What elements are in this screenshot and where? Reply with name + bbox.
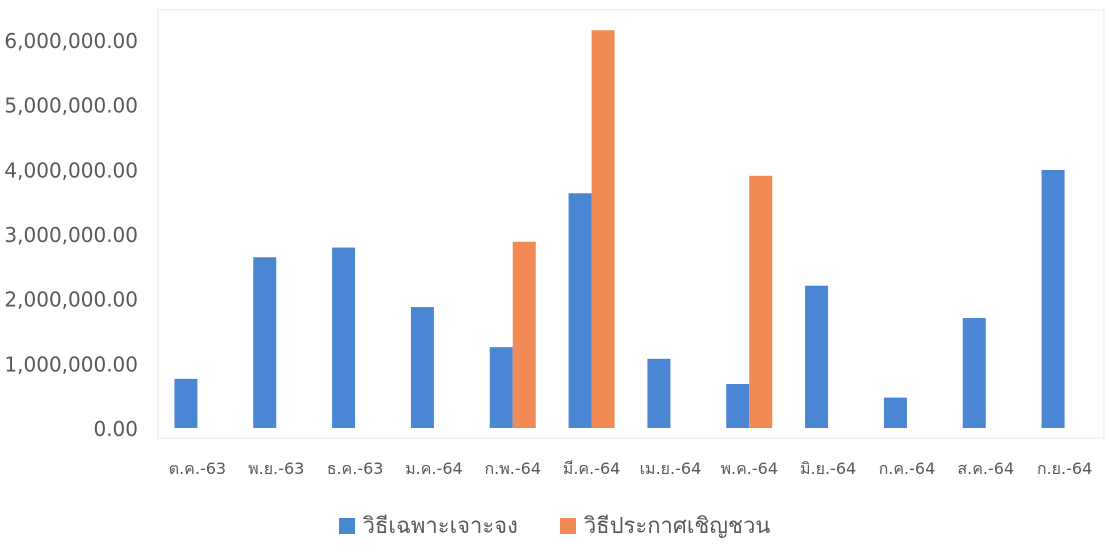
bar-series-1 (490, 347, 513, 428)
bar-series-1 (963, 318, 986, 428)
plot-area-border (158, 10, 1104, 438)
y-axis-ticks: 0.00 1,000,000.00 2,000,000.00 3,000,000.00… (4, 29, 138, 441)
bar-series-2 (592, 30, 615, 428)
bar-series-1 (726, 384, 749, 428)
bar-series-1 (332, 248, 355, 428)
legend-label: วิธีประกาศเชิญชวน (584, 508, 771, 543)
x-tick-label: เม.ย.-64 (640, 459, 702, 478)
bar-series-1 (569, 193, 592, 428)
legend-item-series-1: วิธีเฉพาะเจาะจง (339, 508, 518, 543)
y-tick-label: 3,000,000.00 (4, 223, 138, 247)
legend-swatch (560, 518, 576, 534)
x-tick-label: ก.ค.-64 (879, 459, 936, 478)
legend: วิธีเฉพาะเจาะจง วิธีประกาศเชิญชวน (0, 508, 1109, 543)
bar-series-2 (513, 242, 536, 428)
bar-series-1 (647, 359, 670, 428)
x-tick-label: ม.ค.-64 (405, 459, 463, 478)
y-tick-label: 0.00 (93, 417, 138, 441)
y-tick-label: 6,000,000.00 (4, 29, 138, 53)
y-tick-label: 1,000,000.00 (4, 352, 138, 376)
x-tick-label: ก.พ.-64 (484, 459, 541, 478)
y-tick-label: 5,000,000.00 (4, 94, 138, 118)
bar-chart: 0.00 1,000,000.00 2,000,000.00 3,000,000.00… (0, 0, 1109, 500)
legend-item-series-2: วิธีประกาศเชิญชวน (560, 508, 771, 543)
x-tick-label: มิ.ย.-64 (800, 459, 856, 478)
x-tick-label: ธ.ค.-63 (327, 459, 384, 478)
x-tick-label: ก.ย.-64 (1037, 459, 1092, 478)
bar-series-1 (1042, 170, 1065, 428)
bar-series-2 (749, 176, 772, 428)
bar-series-1 (253, 257, 276, 428)
bar-series-1 (805, 286, 828, 428)
y-tick-label: 2,000,000.00 (4, 288, 138, 312)
x-tick-label: ส.ค.-64 (957, 459, 1014, 478)
legend-label: วิธีเฉพาะเจาะจง (363, 508, 518, 543)
bar-series-1 (411, 307, 434, 428)
x-tick-label: มี.ค.-64 (563, 459, 621, 478)
x-tick-label: พ.ย.-63 (248, 459, 304, 478)
bar-series-1 (174, 379, 197, 428)
legend-swatch (339, 518, 355, 534)
x-axis-ticks: ต.ค.-63 พ.ย.-63 ธ.ค.-63 ม.ค.-64 ก.พ.-64 มี.ค.… (169, 459, 1093, 478)
x-tick-label: พ.ค.-64 (720, 459, 778, 478)
y-tick-label: 4,000,000.00 (4, 158, 138, 182)
bars (174, 30, 1064, 428)
plot-frame (158, 10, 1104, 438)
bar-series-1 (884, 398, 907, 428)
x-tick-label: ต.ค.-63 (169, 459, 226, 478)
